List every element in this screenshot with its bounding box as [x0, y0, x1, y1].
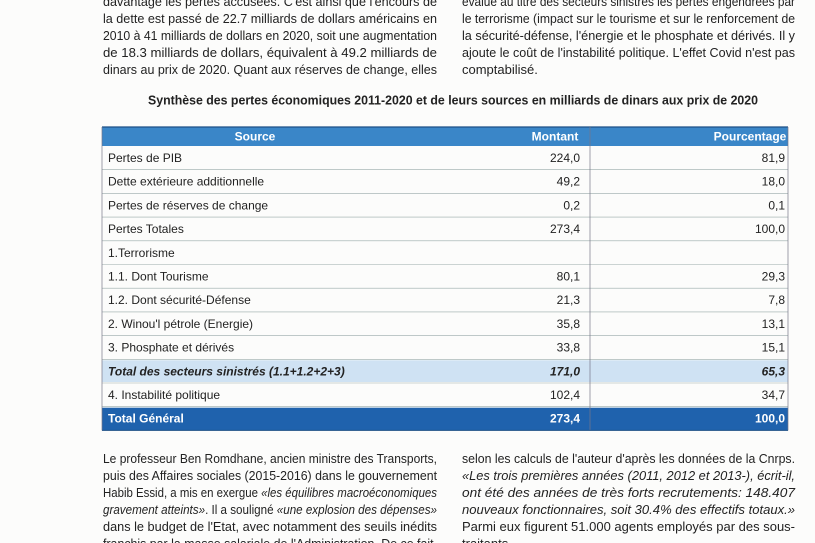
- italic-run: ont été des années de très forts recrute…: [462, 485, 796, 500]
- text-line: franchis par la masse salariale de l'Adm…: [103, 536, 437, 543]
- text-line: dans le budget de l'Etat, avec notamment…: [103, 519, 437, 534]
- table-header-cell: Montant: [532, 130, 579, 144]
- table-cell: 21,3: [557, 293, 581, 307]
- text-line: la dette est passé de 22.7 milliards de …: [103, 11, 437, 26]
- table-cell: 0,1: [768, 198, 785, 212]
- text-run: Habib Essid, a mis en exergue: [103, 485, 261, 500]
- table-cell: Total Général: [108, 412, 184, 426]
- table-cell: 35,8: [557, 317, 581, 331]
- table-cell: 49,2: [557, 175, 581, 189]
- text-line: «Les trois premières années (2011, 2012 …: [462, 468, 795, 483]
- text-line: Habib Essid, a mis en exergue «les équil…: [103, 485, 437, 500]
- text-run: 2010 à 41 milliards de dollars en 2020, …: [103, 28, 437, 43]
- table-cell: 3. Phosphate et dérivés: [108, 341, 234, 355]
- text-run: la dette est passé de 22.7 milliards de …: [103, 11, 437, 26]
- italic-run: «les équilibres macroéconomiques: [261, 485, 437, 500]
- table-cell: 81,9: [762, 151, 786, 165]
- table-cell: 171,0: [550, 364, 580, 378]
- text-run: puis des Affaires sociales (2015-2016) d…: [103, 468, 437, 483]
- text-line: dinars au prix de 2020. Quant aux réserv…: [103, 62, 437, 77]
- table-cell: 273,4: [550, 222, 580, 236]
- table-cell: 29,3: [762, 270, 786, 284]
- text-line: selon les calculs de l'auteur d'après le…: [462, 451, 795, 466]
- text-run: davantage les pertes accusées. C'est ain…: [103, 0, 437, 9]
- table-cell: 0,2: [563, 198, 580, 212]
- italic-run: gravement atteints»: [103, 502, 205, 517]
- text-run: dans le budget de l'Etat, avec notamment…: [103, 519, 437, 534]
- text-run: traitants: [462, 536, 509, 543]
- text-run: franchis par la masse salariale de l'Adm…: [103, 536, 437, 543]
- table-header-cell: Source: [235, 130, 276, 144]
- text-run: comptabilisé.: [462, 62, 538, 77]
- table-cell: Pertes Totales: [108, 222, 184, 236]
- table-cell: 102,4: [550, 388, 580, 402]
- text-run: Parmi eux figurent 51.000 agents employé…: [462, 519, 795, 534]
- table-cell: Pertes de PIB: [108, 151, 182, 165]
- table-cell: 100,0: [755, 222, 785, 236]
- text-run: le terrorisme (impact sur le tourisme et…: [462, 11, 795, 26]
- text-line: davantage les pertes accusées. C'est ain…: [103, 0, 437, 9]
- table-cell: 34,7: [762, 388, 786, 402]
- table-cell: 1.1. Dont Tourisme: [108, 270, 209, 284]
- text-line: 2010 à 41 milliards de dollars en 2020, …: [103, 28, 437, 43]
- table-cell: 1.Terrorisme: [108, 246, 175, 260]
- table-cell: Total des secteurs sinistrés (1.1+1.2+2+…: [108, 364, 345, 378]
- table-cell: 15,1: [762, 341, 786, 355]
- text-line: puis des Affaires sociales (2015-2016) d…: [103, 468, 437, 483]
- table-cell: 33,8: [557, 341, 581, 355]
- table-cell: 273,4: [550, 412, 580, 426]
- table-cell: 100,0: [755, 412, 785, 426]
- table-cell: 80,1: [557, 270, 581, 284]
- table-cell: 65,3: [762, 364, 786, 378]
- table-cell: Pertes de réserves de change: [108, 198, 268, 212]
- table-title: Synthèse des pertes économiques 2011-202…: [148, 92, 758, 107]
- text-line: Le professeur Ben Romdhane, ancien minis…: [103, 451, 437, 466]
- italic-run: «une explosion des dépenses»: [277, 502, 437, 517]
- table-cell: 1.2. Dont sécurité-Défense: [108, 293, 251, 307]
- text-line: gravement atteints». Il a souligné «une …: [103, 502, 437, 517]
- row-total: [102, 407, 788, 431]
- text-run: dinars au prix de 2020. Quant aux réserv…: [103, 62, 437, 77]
- text-line: nouveaux fonctionnaires, soit 30.4% des …: [462, 502, 795, 517]
- text-line: évalue au titre des secteurs sinistrés l…: [462, 0, 796, 9]
- text-run: . Il a souligné: [205, 502, 277, 517]
- text-line: comptabilisé.: [462, 62, 538, 77]
- text-line: ajoute le coût de l'instabilité politiqu…: [462, 45, 795, 60]
- text-line: Parmi eux figurent 51.000 agents employé…: [462, 519, 795, 534]
- text-line: la sécurité-défense, l'énergie et le pho…: [462, 28, 795, 43]
- text-run: ajoute le coût de l'instabilité politiqu…: [462, 45, 795, 60]
- text-line: de 18.3 milliards de dollars, équivalent…: [103, 45, 437, 60]
- table-cell: 18,0: [762, 175, 786, 189]
- text-line: ont été des années de très forts recrute…: [462, 485, 796, 500]
- table-cell: 2. Winou'l pétrole (Energie): [108, 317, 253, 331]
- table-header-cell: Pourcentage: [714, 130, 787, 144]
- text-run: de 18.3 milliards de dollars, équivalent…: [103, 45, 437, 60]
- row-highlight: [102, 360, 788, 382]
- text-line: le terrorisme (impact sur le tourisme et…: [462, 11, 795, 26]
- text-run: Le professeur Ben Romdhane, ancien minis…: [103, 451, 437, 466]
- text-run: selon les calculs de l'auteur d'après le…: [462, 451, 795, 466]
- table-cell: 224,0: [550, 151, 580, 165]
- table-cell: 4. Instabilité politique: [108, 388, 220, 402]
- table-cell: 7,8: [768, 293, 785, 307]
- text-run: la sécurité-défense, l'énergie et le pho…: [462, 28, 795, 43]
- table-cell: Dette extérieure additionnelle: [108, 175, 264, 189]
- italic-run: «Les trois premières années (2011, 2012 …: [462, 468, 795, 483]
- text-run: évalue au titre des secteurs sinistrés l…: [462, 0, 796, 9]
- table-header: [102, 127, 788, 146]
- table-cell: 13,1: [762, 317, 786, 331]
- text-line: traitants: [462, 536, 509, 543]
- italic-run: nouveaux fonctionnaires, soit 30.4% des …: [462, 502, 795, 517]
